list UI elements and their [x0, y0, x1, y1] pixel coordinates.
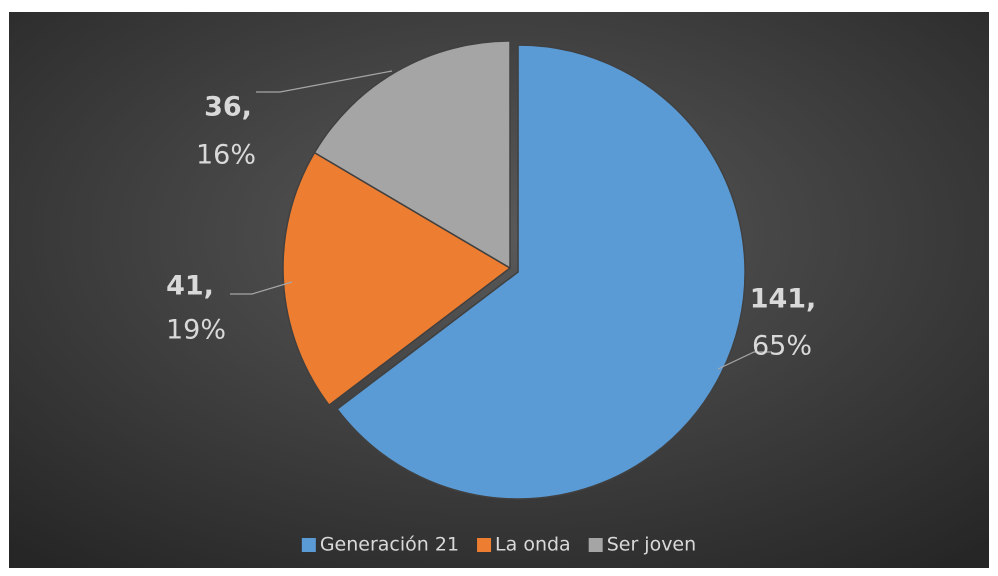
- percent-label: 19%: [166, 315, 226, 346]
- pie: [282, 40, 746, 500]
- percent-label: 16%: [196, 140, 256, 171]
- value-label: 41,: [166, 271, 214, 302]
- pie-slice: [313, 40, 511, 270]
- legend-label: La onda: [495, 534, 571, 556]
- value-label: 141,: [750, 284, 817, 315]
- legend-swatch: [477, 538, 492, 552]
- legend-label: Generación 21: [320, 534, 459, 556]
- pie-slice: [282, 151, 512, 407]
- legend: Generación 21 La onda Ser joven: [301, 534, 696, 556]
- leader-line: [717, 351, 772, 370]
- legend-swatch: [588, 538, 603, 552]
- pie-slice: [336, 44, 746, 500]
- percent-label: 65%: [752, 331, 812, 362]
- legend-swatch: [301, 538, 316, 552]
- leader-line: [256, 70, 393, 93]
- value-label: 36,: [204, 92, 252, 123]
- leader-line: [230, 281, 293, 295]
- legend-label: Ser joven: [607, 534, 696, 556]
